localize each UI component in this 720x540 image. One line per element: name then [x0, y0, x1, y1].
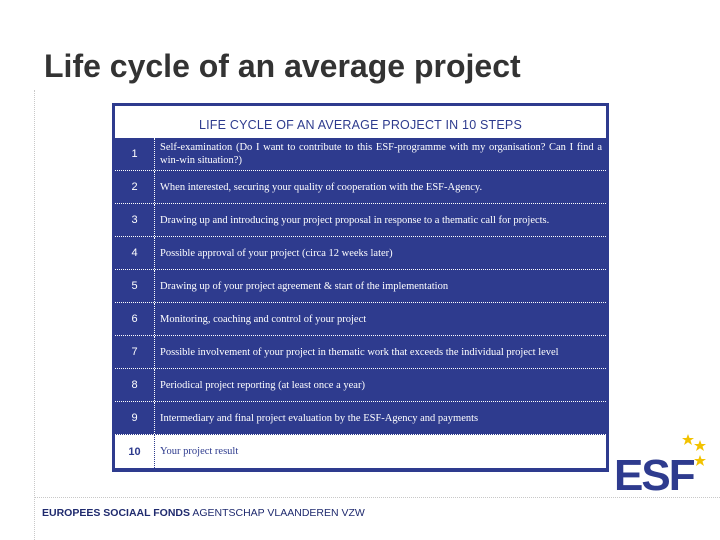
table-row: 7 Possible involvement of your project in…: [115, 336, 606, 369]
footer-agency: AGENTSCHAP VLAANDEREN VZW: [190, 507, 365, 519]
step-number: 2: [115, 171, 155, 203]
table-row: 2 When interested, securing your quality …: [115, 171, 606, 204]
table-row: 4 Possible approval of your project (circ…: [115, 237, 606, 270]
footer-text: EUROPEES SOCIAAL FONDS AGENTSCHAP VLAAND…: [42, 507, 365, 519]
footer-org: EUROPEES SOCIAAL FONDS: [42, 507, 190, 519]
table-header: LIFE CYCLE OF AN AVERAGE PROJECT IN 10 S…: [115, 106, 606, 138]
life-cycle-table: LIFE CYCLE OF AN AVERAGE PROJECT IN 10 S…: [112, 103, 609, 472]
step-text: Drawing up of your project agreement & s…: [160, 280, 449, 292]
table-row: 1 Self-examination (Do I want to contribu…: [115, 138, 606, 171]
step-number: 8: [115, 369, 155, 401]
step-number: 4: [115, 237, 155, 269]
step-text: Possible approval of your project (circa…: [160, 247, 393, 259]
star-icon: [682, 434, 694, 445]
star-icon: [694, 455, 706, 466]
esf-stars: [682, 434, 706, 466]
step-text: Self-examination (Do I want to contribut…: [160, 142, 602, 166]
step-text: Monitoring, coaching and control of your…: [160, 313, 367, 325]
step-number: 9: [115, 402, 155, 434]
step-number: 1: [115, 138, 155, 170]
left-divider: [34, 90, 35, 540]
footer-divider: [34, 497, 720, 498]
table-row: 5 Drawing up of your project agreement & …: [115, 270, 606, 303]
step-number: 5: [115, 270, 155, 302]
step-text: Drawing up and introducing your project …: [160, 214, 550, 226]
table-row: 3 Drawing up and introducing your project…: [115, 204, 606, 237]
table-row: 6 Monitoring, coaching and control of you…: [115, 303, 606, 336]
step-text: Periodical project reporting (at least o…: [160, 379, 365, 391]
step-number: 7: [115, 336, 155, 368]
table-row: 8 Periodical project reporting (at least …: [115, 369, 606, 402]
step-text: When interested, securing your quality o…: [160, 181, 483, 193]
table-body: 1 Self-examination (Do I want to contribu…: [115, 138, 606, 468]
step-number: 10: [115, 435, 155, 468]
step-text: Your project result: [155, 435, 606, 468]
page-title: Life cycle of an average project: [44, 48, 521, 84]
step-text: Possible involvement of your project in …: [160, 346, 559, 358]
esf-logo: ESF: [614, 434, 706, 496]
esf-logo-text: ESF: [614, 451, 695, 496]
step-text: Intermediary and final project evaluatio…: [160, 412, 479, 424]
star-icon: [694, 440, 706, 451]
table-row: 9 Intermediary and final project evaluati…: [115, 402, 606, 435]
table-row: 10 Your project result: [115, 435, 606, 468]
step-number: 3: [115, 204, 155, 236]
step-number: 6: [115, 303, 155, 335]
